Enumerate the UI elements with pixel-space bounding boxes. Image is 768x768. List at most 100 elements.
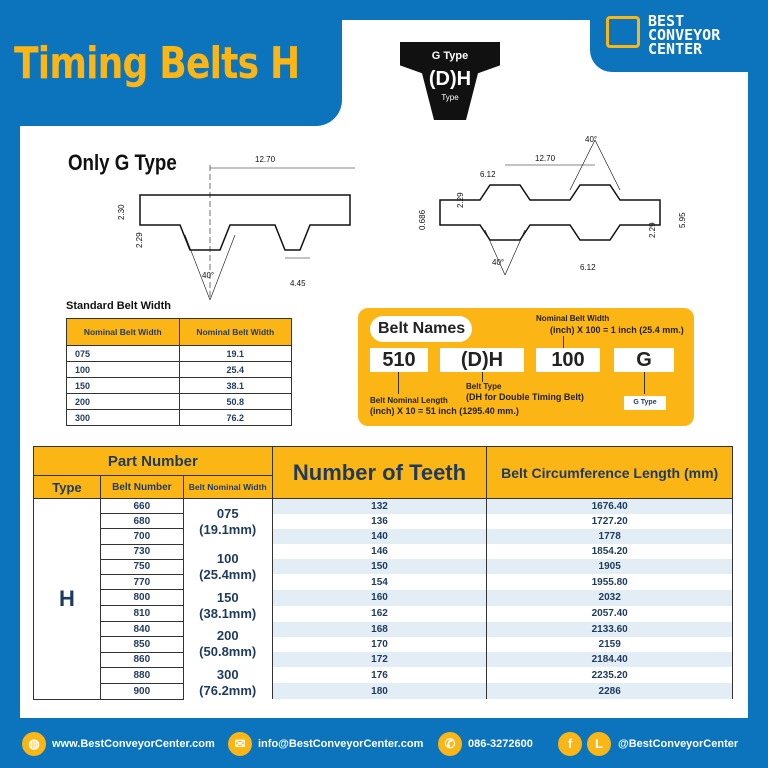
connector [563,336,564,348]
belt-names-title: Belt Names [370,316,472,342]
table-row: 750 150 1905 [34,558,733,575]
code-width: 100 [536,348,600,372]
teeth-cell: 176 [271,667,488,684]
teeth-header: Number of Teeth [271,446,488,499]
globe-icon: ◍ [22,732,46,756]
badge-bottom: Type [441,93,459,102]
table-row: H 660 075 (19.1mm) 132 1676.40 [33,497,733,700]
type-label: Belt Type [466,382,502,391]
circumference-cell: 2032 [486,589,733,606]
table-cell: 38.1 [178,377,292,394]
connector [644,372,645,394]
width-header: Belt Nominal Width [182,475,273,499]
belt-names-box: Belt Names Nominal Belt Width (inch) X 1… [358,308,694,426]
table-cell: 76.2 [178,409,292,426]
teeth-cell: 132 [271,498,488,514]
g-type-label: G Type [624,396,666,410]
dim-label: 2.30 [117,204,126,220]
teeth-cell: 168 [271,621,488,637]
table-cell: 150 [66,377,180,394]
table-row: 200 50.8 [66,393,292,410]
teeth-cell: 170 [271,636,488,652]
width-cell: 200 (50.8mm) [182,621,273,668]
code-length: 510 [370,348,428,372]
line-icon[interactable]: L [587,732,611,756]
type-desc: (DH for Double Timing Belt) [466,392,584,402]
width-mm: (38.1mm) [199,605,257,621]
belt-number-cell: 900 [99,682,184,700]
width-mm: (25.4mm) [199,566,257,582]
badge-top: G Type [431,50,469,62]
circumference-cell: 2057.40 [486,605,733,622]
teeth-cell: 180 [271,683,488,700]
social-handle[interactable]: @BestConveyorCenter [618,738,739,750]
dim-label: 4.45 [290,279,306,288]
circumference-cell: 2286 [486,683,733,700]
table-cell: 100 [66,361,180,378]
page-title: Timing Belts H [14,38,300,89]
table-row: 880 300 (76.2mm) 176 2235.20 [34,666,733,700]
dim-label: 2.29 [456,192,465,208]
type-cell: H [33,498,101,700]
table-row: 850 170 2159 [34,636,733,653]
standard-width-title: Standard Belt Width [66,300,172,312]
width-cell: 300 (76.2mm) [182,667,273,700]
title-area [0,0,342,126]
code-g: G [614,348,674,372]
circumference-cell: 1778 [486,528,733,545]
logo-text: CENTER [648,40,703,58]
belt-number-cell: 660 [99,497,184,515]
connector [482,372,483,382]
width-inch: 075 [216,505,239,521]
belt-number-cell: 860 [99,651,184,668]
badge-mid: (D)H [428,68,472,90]
width-mm: (76.2mm) [199,683,257,699]
teeth-cell: 154 [271,574,488,590]
column-header: Nominal Belt Width [66,318,180,346]
single-belt-diagram: 12.70 2.30 2.29 40° 4.45 [117,155,355,301]
table-cell: 075 [66,345,180,362]
dim-label: 40° [202,271,214,280]
footer: ◍ www.BestConveyorCenter.com ✉ info@Best… [0,730,768,760]
belt-number-cell: 800 [99,589,184,607]
belt-number-cell: 700 [99,528,184,545]
width-cell: 100 (25.4mm) [182,544,273,590]
email-link[interactable]: info@BestConveyorCenter.com [258,738,424,750]
logo-text: CONVEYOR [648,26,721,44]
width-inch: 300 [216,667,239,683]
mail-icon: ✉ [228,732,252,756]
table-cell: 50.8 [178,393,292,410]
belt-number-cell: 750 [99,558,184,575]
logo-mark-icon [606,16,640,48]
dim-label: 5.95 [678,212,687,228]
dim-label: 6.12 [580,263,596,272]
logo-area [590,0,768,72]
teeth-cell: 162 [271,605,488,622]
table-row: 700 140 1778 [34,528,733,545]
dim-label: 2.29 [135,232,144,248]
circumference-cell: 2235.20 [486,667,733,684]
table-row: 800 150 (38.1mm) 160 2032 [34,589,733,622]
phone-number[interactable]: 086-3272600 [468,738,533,750]
width-inch: 100 [216,550,239,566]
table-cell: 25.4 [178,361,292,378]
only-g-type-label: Only G Type [68,150,177,175]
website-link[interactable]: www.BestConveyorCenter.com [52,738,215,750]
logo-text: BEST [648,12,685,30]
part-number-header: Part Number [33,446,273,476]
table-row: 770 154 1955.80 [34,573,733,591]
table-row: 810 162 2057.40 [34,605,733,623]
dim-label: 40° [492,258,504,267]
width-inch: 150 [216,589,239,605]
belt-number-cell: 850 [99,636,184,653]
teeth-cell: 146 [271,544,488,560]
double-belt-diagram: 40° 12.70 6.12 2.29 0.686 5.95 2.29 40° … [418,135,687,276]
width-formula: (inch) X 100 = 1 inch (25.4 mm.) [550,325,684,335]
belt-number-cell: 770 [99,573,184,591]
circumference-cell: 1905 [486,559,733,575]
facebook-icon[interactable]: f [558,732,582,756]
width-inch: 200 [216,628,239,644]
circumference-cell: 1727.20 [486,513,733,529]
code-type: (D)H [440,348,524,372]
belt-number-cell: 880 [99,666,184,684]
